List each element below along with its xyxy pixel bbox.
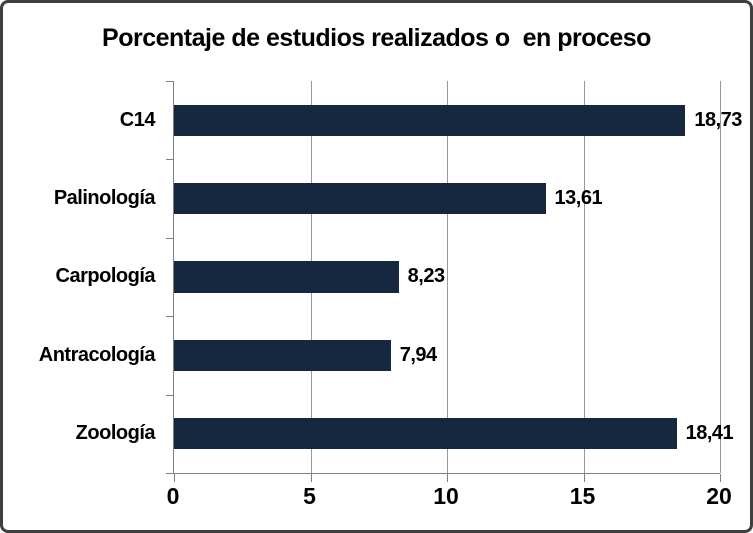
category-label: Carpología	[55, 265, 156, 288]
bar	[174, 261, 399, 293]
x-axis-tick-mark	[447, 474, 448, 482]
bar-value-label: 13,61	[554, 187, 603, 210]
bar	[174, 104, 686, 136]
bar-rows: 18,73 13,61 8,23 7,94 18,41	[174, 81, 742, 473]
x-axis-tick-label: 10	[433, 483, 459, 509]
x-axis-tick-mark	[720, 474, 721, 482]
gridline	[583, 81, 585, 473]
gridline	[720, 81, 721, 473]
category-label: Antracología	[38, 343, 156, 366]
bar-row: 13,61	[174, 159, 720, 237]
y-axis-tick-mark	[166, 237, 174, 239]
bar	[174, 182, 546, 215]
x-axis-tick-label: 0	[166, 483, 180, 509]
x-axis-tick-label: 15	[569, 483, 596, 509]
category-label: Palinología	[53, 187, 156, 210]
x-axis-tick-mark	[310, 474, 312, 482]
plot-area: 18,73 13,61 8,23 7,94 18,41	[166, 81, 742, 482]
x-axis-tick-mark	[174, 474, 175, 482]
bar-row: 18,73	[174, 81, 742, 159]
bar	[174, 339, 391, 372]
y-axis-category-labels: C14 Palinología Carpología Antracología Zool…	[3, 81, 156, 473]
bar-row: 7,94	[174, 316, 720, 394]
chart-title: Porcentaje de estudios realizados o en p…	[102, 24, 651, 52]
bar-row: 8,23	[174, 238, 720, 316]
y-axis-tick-mark	[166, 394, 174, 396]
bar-value-label: 18,73	[694, 108, 742, 131]
bar-value-label: 8,23	[407, 265, 445, 288]
x-axis-tick-label: 5	[303, 483, 316, 509]
bar-value-label: 18,41	[685, 422, 734, 445]
bar	[174, 418, 677, 450]
bar-value-label: 7,94	[399, 343, 437, 366]
y-axis-tick-mark	[166, 159, 174, 161]
x-axis-tick-label: 20	[706, 483, 732, 509]
category-label: C14	[119, 108, 156, 131]
y-axis-tick-mark	[166, 81, 174, 82]
gridline	[447, 81, 448, 473]
bar-row: 18,41	[174, 395, 734, 473]
x-axis-tick-labels: 0 5 10 15 20	[167, 483, 732, 513]
y-axis-tick-mark	[166, 316, 174, 318]
x-axis-tick-mark	[583, 474, 585, 482]
category-label: Zoología	[75, 422, 156, 445]
y-axis-tick-mark	[166, 473, 174, 474]
